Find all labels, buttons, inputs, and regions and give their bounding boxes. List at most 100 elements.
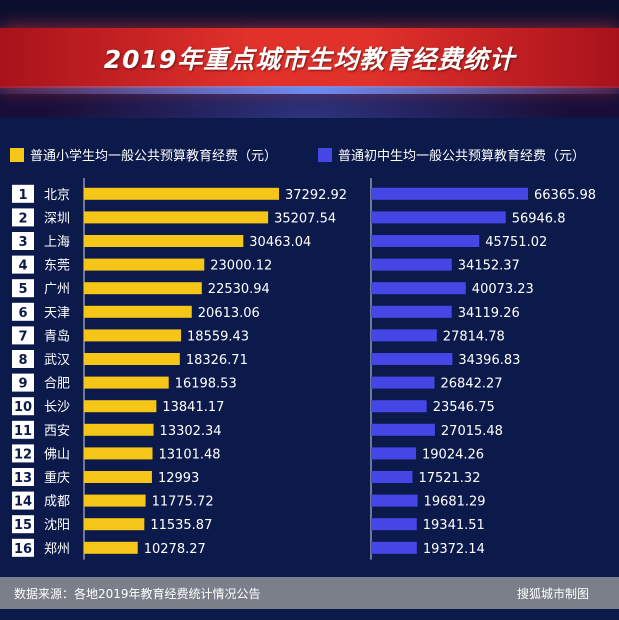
junior-bar — [371, 541, 417, 554]
rank-badge — [12, 255, 34, 274]
primary-bar — [84, 518, 145, 531]
primary-bar — [84, 447, 153, 460]
primary-bar — [84, 353, 180, 365]
city-label: 青岛 — [44, 328, 70, 344]
city-label: 东莞 — [44, 259, 70, 274]
rank-number: 15 — [14, 518, 32, 533]
city-label: 广州 — [44, 282, 70, 297]
primary-value-label: 13101.48 — [159, 447, 221, 462]
primary-bar — [84, 494, 146, 507]
primary-value-label: 13841.17 — [162, 400, 224, 415]
junior-bar — [371, 423, 435, 436]
city-label: 北京 — [44, 188, 70, 203]
junior-value-label: 26842.27 — [440, 377, 502, 392]
rank-number: 14 — [14, 495, 32, 510]
junior-bar — [371, 400, 427, 413]
rank-badge — [12, 302, 34, 321]
primary-value-label: 30463.04 — [249, 235, 311, 250]
primary-bar — [84, 305, 192, 318]
junior-value-label: 19372.14 — [423, 542, 485, 557]
city-label: 上海 — [44, 235, 70, 250]
rank-number: 5 — [18, 282, 27, 297]
junior-bar — [371, 494, 418, 507]
primary-bar — [84, 400, 157, 413]
primary-bar — [84, 258, 205, 271]
rank-badge — [12, 444, 34, 463]
footer-bar: 数据来源：各地2019年教育经费统计情况公告 搜狐城市制图 — [0, 577, 619, 609]
primary-value-label: 18559.43 — [187, 329, 249, 344]
legend-junior: 普通初中生均一般公共预算教育经费（元） — [318, 148, 585, 166]
junior-value-label: 19024.26 — [422, 447, 484, 462]
city-label: 沈阳 — [44, 518, 70, 533]
junior-value-label: 27814.78 — [443, 329, 505, 344]
rank-badge — [12, 373, 34, 392]
rank-number: 2 — [18, 211, 27, 226]
junior-value-label: 19341.51 — [423, 518, 485, 533]
legend-junior-swatch — [318, 148, 332, 162]
rank-badge — [12, 208, 34, 227]
rank-badge — [12, 515, 34, 534]
rank-badge — [12, 232, 34, 250]
legend-primary-label: 普通小学生均一般公共预算教育经费（元） — [30, 149, 278, 164]
primary-value-label: 35207.54 — [274, 211, 336, 226]
primary-bar — [84, 235, 244, 247]
city-label: 合肥 — [44, 377, 70, 392]
rank-badge — [12, 326, 34, 345]
junior-bar — [371, 258, 452, 271]
junior-value-label: 45751.02 — [485, 235, 547, 250]
primary-value-label: 23000.12 — [210, 259, 272, 274]
footer-credit: 搜狐城市制图 — [516, 587, 589, 601]
legend-primary: 普通小学生均一般公共预算教育经费（元） — [10, 148, 277, 166]
banner-blue-glow — [0, 86, 619, 94]
junior-value-label: 66365.98 — [534, 188, 596, 203]
city-label: 西安 — [44, 424, 70, 439]
primary-bar — [84, 423, 154, 436]
rank-badge — [12, 279, 34, 298]
bar-chart: 1 北京 37292.92 66365.98 2 深圳 35207.54 56946.8 3 上海… — [12, 178, 596, 560]
junior-bar — [371, 187, 528, 200]
rank-badge — [12, 468, 34, 486]
junior-value-label: 34152.37 — [458, 259, 520, 274]
junior-value-label: 34396.83 — [458, 353, 520, 368]
rank-number: 12 — [14, 447, 32, 462]
primary-value-label: 16198.53 — [175, 377, 237, 392]
rank-number: 1 — [18, 188, 27, 203]
city-label: 郑州 — [44, 542, 70, 557]
rank-number: 13 — [14, 471, 32, 486]
primary-value-label: 20613.06 — [198, 306, 260, 321]
primary-value-label: 22530.94 — [208, 282, 270, 297]
banner-red-stripe — [0, 28, 619, 88]
primary-bar — [84, 471, 152, 483]
rank-badge — [12, 397, 34, 416]
city-label: 天津 — [44, 306, 70, 321]
primary-value-label: 10278.27 — [144, 542, 206, 557]
junior-bar — [371, 518, 417, 531]
primary-value-label: 11535.87 — [150, 518, 212, 533]
primary-bar — [84, 376, 169, 389]
junior-value-label: 34119.26 — [458, 306, 520, 321]
primary-bar — [84, 541, 138, 554]
rank-badge — [12, 184, 34, 203]
title-banner: 2019年重点城市生均教育经费统计 — [0, 0, 619, 118]
junior-value-label: 17521.32 — [418, 471, 480, 486]
rank-number: 3 — [18, 235, 27, 250]
primary-value-label: 13302.34 — [160, 424, 222, 439]
rank-badge — [12, 491, 34, 510]
primary-bar — [84, 187, 279, 200]
city-label: 成都 — [44, 495, 70, 510]
rank-number: 10 — [14, 400, 32, 415]
rank-number: 6 — [18, 306, 27, 321]
rank-number: 11 — [14, 424, 32, 439]
rank-number: 16 — [14, 542, 32, 557]
junior-value-label: 23546.75 — [433, 400, 495, 415]
city-label: 重庆 — [44, 470, 70, 486]
footer-source: 数据来源：各地2019年教育经费统计情况公告 — [14, 587, 261, 601]
city-label: 武汉 — [44, 353, 70, 368]
rank-number: 4 — [18, 259, 27, 274]
rank-badge — [12, 350, 34, 368]
junior-value-label: 19681.29 — [424, 495, 486, 510]
junior-bar — [371, 353, 453, 365]
legend-primary-swatch — [10, 148, 24, 162]
junior-bar — [371, 235, 480, 247]
junior-bar — [371, 329, 437, 342]
